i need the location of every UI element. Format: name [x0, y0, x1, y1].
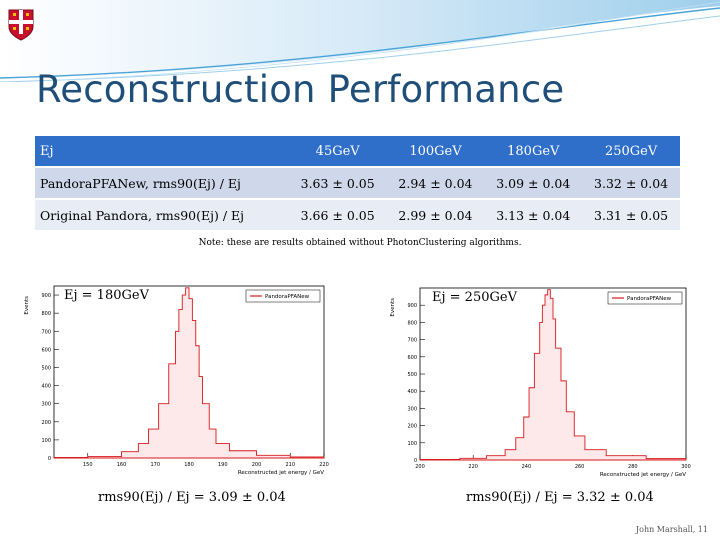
- y-tick-label: 0: [48, 456, 51, 462]
- table-cell: 3.09 ± 0.04: [484, 168, 583, 198]
- y-tick-label: 600: [41, 347, 51, 353]
- y-tick-label: 200: [41, 420, 51, 426]
- histogram-250gev-svg: 0 100 200 300 400 500 600 700 800 900 200 220 240 260…: [390, 287, 691, 478]
- y-tick-label: 800: [407, 320, 417, 326]
- note-text: Note: these are results obtained without…: [198, 238, 522, 248]
- x-axis-label: Reconstructed jet energy / GeV: [238, 470, 324, 476]
- y-axis-label: Events: [24, 296, 30, 315]
- x-tick-label: 210: [285, 462, 295, 468]
- y-tick-label: 500: [407, 372, 417, 378]
- table-header-label: Ej: [35, 136, 289, 166]
- footer-author: John Marshall, 11: [635, 525, 708, 534]
- x-tick-label: 220: [468, 464, 478, 470]
- x-tick-label: 150: [83, 462, 93, 468]
- table-cell: 2.99 ± 0.04: [386, 200, 485, 230]
- legend-label: PandoraPFANew: [265, 294, 310, 300]
- energy-label-180gev: Ej = 180GeV: [64, 288, 149, 303]
- table-row: Original Pandora, rms90(Ej) / Ej 3.66 ± …: [35, 200, 680, 230]
- x-tick-label: 260: [575, 464, 585, 470]
- table-row: PandoraPFANew, rms90(Ej) / Ej 3.63 ± 0.0…: [35, 168, 680, 198]
- y-tick-label: 900: [407, 303, 417, 309]
- y-tick-label: 300: [41, 402, 51, 408]
- histogram-250gev: 0 100 200 300 400 500 600 700 800 900 200 220 240 260…: [388, 278, 694, 488]
- x-tick-label: 160: [117, 462, 127, 468]
- y-tick-label: 400: [407, 389, 417, 395]
- slide-title: Reconstruction Performance: [36, 68, 565, 111]
- y-tick-label: 700: [407, 338, 417, 344]
- x-tick-label: 220: [319, 462, 329, 468]
- table-col-250gev: 250GeV: [582, 136, 680, 166]
- legend-label: PandoraPFANew: [627, 296, 672, 302]
- table-header-row: Ej 45GeV 100GeV 180GeV 250GeV: [35, 136, 680, 166]
- row-label: Original Pandora, rms90(Ej) / Ej: [35, 200, 289, 230]
- histogram-series: [53, 287, 325, 459]
- y-tick-label: 200: [407, 424, 417, 430]
- histogram-180gev: 0 100 200 300 400 500 600 700 800 900 150 160 170 180…: [22, 276, 332, 486]
- x-tick-label: 280: [628, 464, 638, 470]
- y-tick-label: 600: [407, 355, 417, 361]
- y-tick-label: 0: [414, 458, 417, 464]
- x-tick-label: 300: [681, 464, 691, 470]
- table-col-100gev: 100GeV: [386, 136, 485, 166]
- y-tick-label: 400: [41, 384, 51, 390]
- table-col-180gev: 180GeV: [484, 136, 583, 166]
- x-tick-label: 200: [252, 462, 262, 468]
- y-tick-label: 900: [41, 293, 51, 299]
- x-tick-label: 170: [150, 462, 160, 468]
- table-cell: 3.66 ± 0.05: [288, 200, 387, 230]
- rms-caption-180gev: rms90(Ej) / Ej = 3.09 ± 0.04: [98, 490, 286, 505]
- rms-caption-250gev: rms90(Ej) / Ej = 3.32 ± 0.04: [466, 490, 654, 505]
- row-label: PandoraPFANew, rms90(Ej) / Ej: [35, 168, 289, 198]
- university-crest-icon: [8, 9, 34, 41]
- legend-box: [245, 289, 321, 303]
- x-tick-label: 180: [184, 462, 194, 468]
- table-col-45gev: 45GeV: [288, 136, 387, 166]
- y-axis-label: Events: [390, 298, 396, 317]
- table-cell: 3.63 ± 0.05: [288, 168, 387, 198]
- x-tick-label: 240: [522, 464, 532, 470]
- table-cell: 3.31 ± 0.05: [582, 200, 680, 230]
- energy-label-250gev: Ej = 250GeV: [432, 290, 517, 305]
- y-tick-label: 100: [407, 441, 417, 447]
- y-tick-label: 800: [41, 311, 51, 317]
- results-table: Ej 45GeV 100GeV 180GeV 250GeV PandoraPFA…: [35, 134, 680, 232]
- table-cell: 3.32 ± 0.04: [582, 168, 680, 198]
- x-tick-label: 200: [415, 464, 425, 470]
- y-tick-label: 500: [41, 365, 51, 371]
- table-cell: 2.94 ± 0.04: [386, 168, 485, 198]
- histogram-series: [419, 289, 687, 461]
- histogram-180gev-svg: 0 100 200 300 400 500 600 700 800 900 150 160 170 180…: [24, 285, 329, 476]
- header-swoosh: [0, 0, 720, 82]
- y-tick-label: 700: [41, 329, 51, 335]
- legend-box: [607, 291, 683, 305]
- y-tick-label: 300: [407, 406, 417, 412]
- y-tick-label: 100: [41, 438, 51, 444]
- table-cell: 3.13 ± 0.04: [484, 200, 583, 230]
- x-tick-label: 190: [218, 462, 228, 468]
- x-axis-label: Reconstructed jet energy / GeV: [600, 472, 686, 478]
